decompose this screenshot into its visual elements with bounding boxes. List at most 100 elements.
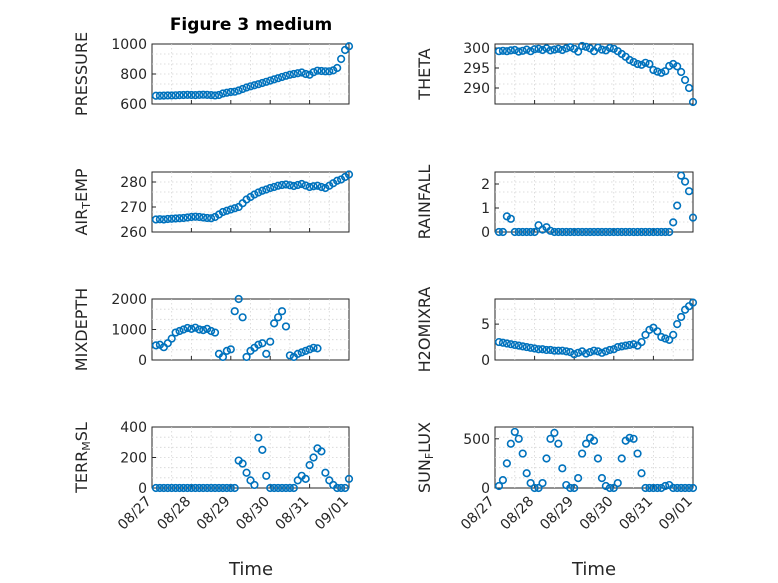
- data-point: [210, 328, 220, 337]
- data-point: [629, 57, 638, 67]
- data-point: [199, 326, 208, 335]
- y-tick-label: 400: [120, 420, 147, 436]
- data-point: [657, 332, 666, 342]
- y-tick-label: 5: [481, 317, 490, 333]
- data-point: [281, 71, 291, 80]
- data-point: [218, 207, 228, 217]
- data-point: [633, 227, 642, 237]
- data-point: [558, 346, 567, 355]
- data-point: [546, 46, 555, 55]
- y-axis-label-part: SL: [72, 422, 91, 441]
- data-point: [680, 483, 690, 493]
- data-point: [337, 483, 346, 493]
- data-point: [661, 481, 670, 491]
- data-point: [289, 69, 298, 79]
- y-tick-label: 500: [463, 432, 490, 448]
- data-point: [494, 481, 504, 491]
- y-axis-label: PRESSURE: [72, 32, 91, 116]
- data-point: [589, 346, 599, 355]
- data-point: [277, 180, 287, 190]
- data-point: [601, 227, 610, 237]
- data-point: [665, 335, 674, 345]
- data-point: [601, 347, 610, 356]
- data-point: [661, 67, 670, 76]
- x-tick-label: 08/28: [498, 494, 538, 534]
- data-point: [183, 213, 192, 222]
- data-point: [581, 439, 591, 448]
- data-point: [534, 44, 543, 53]
- subplot-sun_flux: 0 500 08/27 08/28 08/29 08/30 08/31 09/01 SUNFLU…: [415, 422, 698, 534]
- x-axis-label-right: Time: [571, 559, 616, 580]
- data-point: [222, 483, 231, 493]
- data-point: [179, 325, 188, 334]
- data-point: [574, 227, 583, 237]
- data-point: [673, 320, 682, 329]
- data-point: [562, 347, 571, 356]
- data-point: [258, 186, 267, 195]
- data-point: [309, 68, 318, 77]
- y-axis-label-part: PRESSURE: [72, 32, 91, 116]
- data-point: [321, 67, 330, 76]
- data-point: [562, 44, 571, 53]
- data-point: [645, 59, 654, 69]
- data-point: [199, 213, 208, 222]
- y-axis-label-part: EMP: [72, 168, 91, 202]
- data-point: [669, 218, 678, 227]
- subplot-terr_msl: 0 200 400 08/27 08/28 08/29 08/30 08/31 09/01 TER…: [72, 420, 354, 534]
- data-point: [210, 91, 220, 100]
- data-point: [262, 185, 271, 194]
- data-point: [159, 91, 168, 100]
- data-point: [203, 213, 212, 223]
- data-point: [273, 74, 283, 83]
- data-point: [293, 69, 302, 78]
- data-point: [266, 76, 275, 85]
- data-point: [175, 483, 184, 493]
- data-point: [246, 82, 255, 91]
- data-point: [285, 483, 295, 493]
- data-point: [506, 46, 515, 55]
- y-axis-label-part: T: [80, 202, 93, 210]
- data-point: [187, 212, 196, 222]
- data-point: [175, 326, 184, 336]
- data-point: [199, 483, 208, 493]
- y-tick-label: 0: [138, 353, 147, 369]
- data-point: [281, 180, 291, 189]
- data-point: [155, 215, 164, 224]
- y-tick-label: 295: [463, 61, 490, 77]
- y-tick-label: 0: [138, 481, 147, 497]
- data-point: [305, 182, 314, 192]
- data-point: [637, 337, 646, 347]
- data-point: [597, 474, 607, 483]
- y-tick-label: 1000: [111, 37, 147, 53]
- x-tick-label: 08/28: [154, 494, 194, 534]
- y-axis-label: H2OMIXRA: [415, 287, 434, 373]
- data-point: [301, 69, 310, 79]
- data-point: [498, 476, 508, 485]
- data-point: [506, 439, 515, 448]
- data-point: [183, 483, 192, 493]
- data-point: [566, 227, 575, 237]
- data-point: [570, 227, 579, 237]
- data-point: [688, 97, 698, 107]
- data-point: [222, 88, 231, 97]
- data-point: [673, 483, 682, 493]
- data-point: [522, 342, 531, 352]
- data-point: [601, 481, 610, 491]
- data-point: [167, 214, 176, 223]
- x-tick-label: 08/31: [616, 494, 656, 534]
- data-point: [633, 449, 642, 458]
- data-point: [179, 483, 188, 493]
- data-point: [518, 227, 527, 237]
- subplot-pressure: 600 800 1000 PRESSURE: [72, 32, 354, 116]
- data-point: [163, 339, 172, 348]
- data-point: [301, 181, 310, 190]
- data-point: [502, 339, 511, 348]
- data-point: [578, 41, 587, 51]
- data-point: [285, 351, 295, 360]
- data-point: [262, 349, 271, 359]
- data-point: [155, 91, 164, 100]
- data-point: [597, 227, 607, 237]
- data-point: [684, 483, 694, 493]
- data-point: [641, 58, 650, 67]
- data-point: [266, 337, 275, 346]
